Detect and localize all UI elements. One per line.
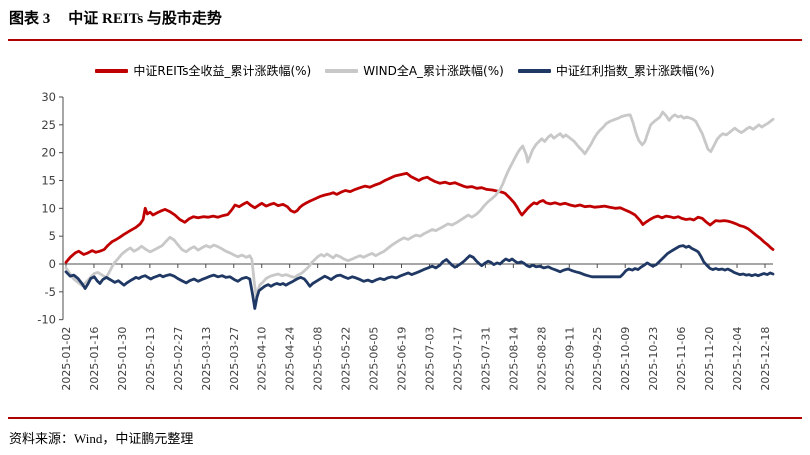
svg-text:2025-12-04: 2025-12-04	[731, 327, 744, 391]
chart-legend: 中证REITs全收益_累计涨跌幅(%) WIND全A_累计涨跌幅(%) 中证红利…	[0, 62, 810, 79]
svg-text:2025-05-08: 2025-05-08	[312, 327, 325, 391]
svg-text:2025-10-23: 2025-10-23	[647, 327, 660, 391]
svg-text:2025-11-06: 2025-11-06	[675, 327, 688, 391]
svg-text:2025-12-18: 2025-12-18	[759, 327, 772, 391]
svg-text:2025-09-11: 2025-09-11	[563, 327, 576, 391]
svg-text:2025-02-27: 2025-02-27	[172, 327, 185, 391]
wind-all-a-line-swatch	[325, 68, 359, 73]
line-chart-plot: 30 25 20 15 10 5 0 -5 -10 2025-01-02 2025-01-16 202…	[37, 90, 775, 391]
svg-text:2025-01-02: 2025-01-02	[60, 327, 73, 391]
legend-item-wind-all-a: WIND全A_累计涨跌幅(%)	[325, 62, 504, 79]
legend-item-dividend-index: 中证红利指数_累计涨跌幅(%)	[517, 62, 715, 79]
svg-text:2025-04-10: 2025-04-10	[256, 327, 269, 391]
chart-title-prefix: 图表 3	[9, 11, 51, 27]
svg-text:25: 25	[41, 118, 56, 132]
svg-text:2025-09-25: 2025-09-25	[591, 327, 604, 391]
svg-text:2025-07-31: 2025-07-31	[479, 327, 492, 391]
svg-text:2025-10-09: 2025-10-09	[619, 327, 632, 391]
svg-text:-10: -10	[37, 313, 56, 327]
svg-text:20: 20	[41, 146, 56, 160]
svg-text:2025-01-16: 2025-01-16	[88, 327, 101, 391]
svg-text:2025-03-27: 2025-03-27	[228, 327, 241, 391]
svg-text:2025-05-22: 2025-05-22	[340, 327, 353, 391]
svg-text:2025-03-13: 2025-03-13	[200, 327, 213, 391]
source-note: 资料来源：Wind，中证鹏元整理	[9, 431, 194, 446]
svg-text:2025-08-14: 2025-08-14	[507, 327, 520, 391]
svg-text:2025-06-19: 2025-06-19	[396, 327, 409, 391]
svg-text:2025-04-24: 2025-04-24	[284, 327, 297, 391]
svg-text:2025-11-20: 2025-11-20	[703, 327, 716, 391]
reits-line-swatch	[95, 68, 129, 73]
legend-label-wind-all-a: WIND全A_累计涨跌幅(%)	[363, 64, 504, 78]
legend-label-reits: 中证REITs全收益_累计涨跌幅(%)	[133, 64, 312, 78]
svg-text:2025-06-05: 2025-06-05	[368, 327, 381, 391]
svg-text:5: 5	[49, 229, 56, 243]
legend-label-dividend-index: 中证红利指数_累计涨跌幅(%)	[555, 64, 715, 78]
chart-title-text: 中证 REITs 与股市走势	[68, 11, 222, 27]
top-divider-rule	[8, 39, 802, 41]
bottom-divider-rule	[8, 417, 802, 419]
dividend-index-line-swatch	[517, 68, 551, 73]
svg-text:-5: -5	[45, 285, 56, 299]
svg-text:0: 0	[49, 257, 56, 271]
chart-title: 图表 3 中证 REITs 与股市走势	[9, 7, 222, 28]
svg-text:2025-02-13: 2025-02-13	[144, 327, 157, 391]
svg-text:2025-01-30: 2025-01-30	[116, 327, 129, 391]
svg-text:10: 10	[41, 201, 56, 215]
legend-item-reits: 中证REITs全收益_累计涨跌幅(%)	[95, 62, 311, 79]
svg-text:2025-07-03: 2025-07-03	[423, 327, 436, 391]
svg-text:15: 15	[41, 174, 56, 188]
svg-text:30: 30	[41, 90, 56, 104]
svg-text:2025-08-28: 2025-08-28	[535, 327, 548, 391]
svg-text:2025-07-17: 2025-07-17	[451, 327, 464, 391]
